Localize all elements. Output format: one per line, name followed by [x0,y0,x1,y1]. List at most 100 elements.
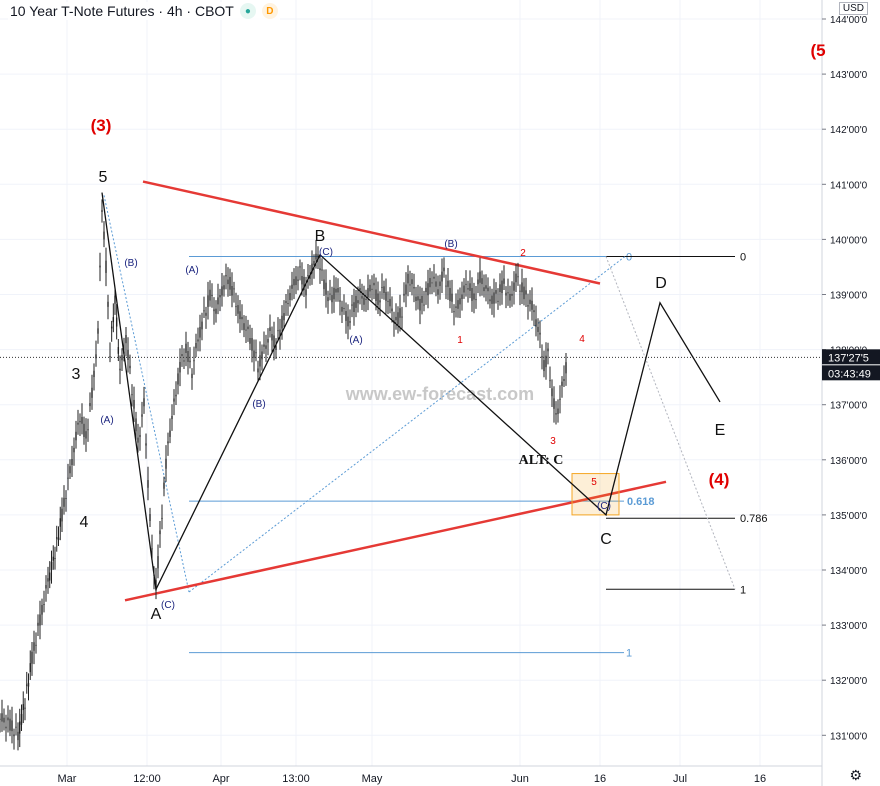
candle-body [283,313,285,321]
candle-body [341,306,343,312]
candle-body [429,277,431,288]
gear-icon[interactable]: ⚙ [849,767,862,783]
candle-body [425,287,427,293]
candle-body [303,276,305,290]
candle-body [189,360,191,363]
candle-body [7,717,9,721]
candle-body [209,289,211,301]
candle-body [11,720,13,732]
candle-body [127,349,129,360]
price-tick-label: 131'00'0 [830,731,868,742]
candle-body [187,350,189,362]
candle-body [93,370,95,378]
candle-body [141,414,143,417]
candle-body [205,312,207,316]
wave-label-black: E [715,422,726,439]
candle-body [151,548,153,550]
candle-body [345,311,347,321]
wave-label-red-small: 3 [550,436,556,447]
candle-body [17,731,19,741]
time-tick-label: Jul [673,773,687,785]
candle-body [259,355,261,367]
candle-body [455,306,457,308]
candle-body [45,585,47,589]
candle-body [507,292,509,294]
wave-label-blue: (C) [319,247,333,258]
candle-body [511,293,513,296]
candle-body [275,345,277,350]
candle-body [161,517,163,519]
candle-body [513,282,515,291]
candle-body [143,398,145,407]
candle-body [181,354,183,357]
candle-body [469,283,471,291]
candle-body [517,276,519,278]
wave-label-black: C [600,531,612,548]
fib-dotted-2 [188,256,626,593]
wave-label-black: A [151,606,162,623]
candle-body [237,305,239,314]
candle-body [63,497,65,507]
fib-dotted-3 [605,256,736,590]
candle-body [121,355,123,361]
candle-body [119,368,121,371]
eye-icon[interactable]: ● [239,3,256,19]
candle-body [287,303,289,305]
candle-body [407,273,409,284]
candle-body [71,458,73,465]
candle-body [549,380,551,382]
candle-body [503,278,505,284]
wave-label-black: 5 [99,169,108,186]
candle-body [24,707,26,709]
fib-label-0: 0 [626,251,632,263]
candle-body [449,287,451,302]
candle-body [467,288,469,290]
candle-body [257,368,259,373]
wave-label-red-small: 5 [591,477,597,488]
candle-body [26,684,28,686]
candle-body [101,210,103,212]
candle-body [83,423,85,437]
candle-body [379,300,381,303]
candle-body [413,287,415,289]
candle-body [325,282,327,295]
wave-label-black: 4 [80,514,89,531]
candle-body [169,430,171,437]
candle-body [67,477,69,479]
d-badge[interactable]: D [261,3,278,19]
candle-body [423,304,425,306]
candle-body [95,354,97,359]
candle-body [175,394,177,397]
candle-body [557,408,559,415]
wave-label-blue: (C) [161,600,175,611]
wave-label-blue: (B) [252,399,265,410]
candle-body [335,288,337,293]
fib-right-label-0786: 0.786 [740,513,768,525]
candle-body [433,276,435,279]
candle-body [91,387,93,398]
candle-body [445,285,447,287]
wave-label-red-big: (5 [810,41,825,60]
candle-body [163,482,165,489]
candle-body [115,317,118,327]
candle-body [173,398,175,402]
time-tick-label: Mar [58,773,77,785]
candle-body [351,304,353,306]
candle-body [261,351,263,360]
wave-label-red-small: 1 [457,335,463,346]
time-tick-label: Apr [212,773,229,785]
candle-body [112,317,115,323]
candle-body [447,280,449,287]
candle-body [439,281,441,287]
time-tick-label: Jun [511,773,529,785]
candle-body [77,422,79,425]
candle-body [501,280,503,294]
candle-body [321,269,323,271]
chart-title: 10 Year T-Note Futures · 4h · CBOT [10,3,234,19]
candle-body [333,287,335,300]
candle-body [493,292,495,304]
currency-badge[interactable]: USD [838,2,868,15]
candle-body [387,300,389,302]
candle-body [543,360,545,372]
